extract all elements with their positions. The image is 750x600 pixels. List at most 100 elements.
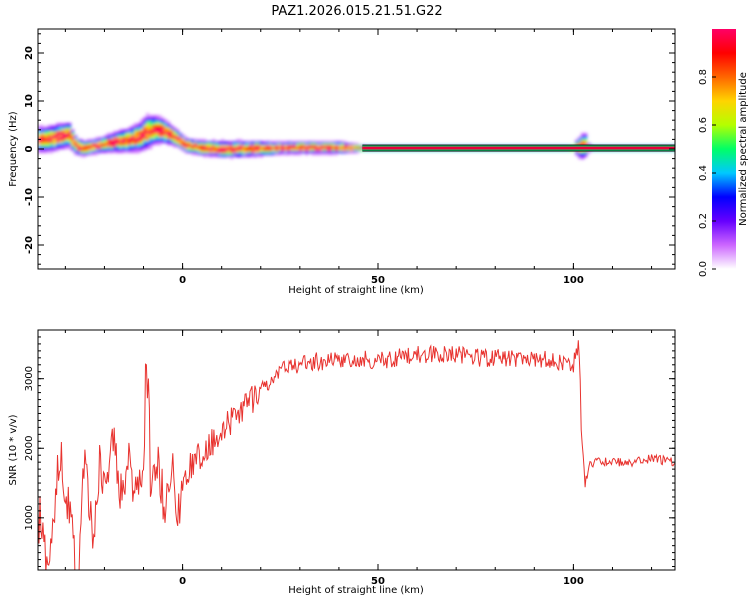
heatmap-cell (59, 129, 63, 132)
heatmap-cell (140, 121, 144, 124)
heatmap-cell (44, 145, 48, 148)
heatmap-cell (299, 149, 303, 152)
heatmap-cell (587, 151, 591, 154)
heatmap-cell (101, 145, 105, 148)
heatmap-cell (260, 155, 264, 158)
heatmap-cell (77, 141, 81, 144)
heatmap-cell (152, 133, 156, 136)
heatmap-cell (332, 141, 336, 144)
heatmap-cell (164, 133, 168, 136)
heatmap-cell (53, 149, 57, 152)
heatmap-cell (122, 145, 126, 148)
heatmap-cell (65, 141, 69, 144)
heatmap-cell (284, 143, 288, 146)
heatmap-cell (191, 139, 195, 142)
heatmap-cell (212, 139, 216, 142)
heatmap-cell (71, 145, 75, 148)
x-tick-label: 100 (563, 275, 584, 286)
heatmap-cell (149, 123, 153, 126)
heatmap-cell (41, 145, 45, 148)
heatmap-cell (113, 137, 117, 140)
heatmap-cell (314, 147, 318, 150)
heatmap-cell (107, 143, 111, 146)
heatmap-cell (332, 149, 336, 152)
heatmap-cell (221, 141, 225, 144)
heatmap-cell (230, 157, 234, 160)
heatmap-cell (44, 131, 48, 134)
heatmap-cell (254, 149, 258, 152)
heatmap-cell (140, 127, 144, 130)
heatmap-cell (62, 123, 66, 126)
heatmap-cell (149, 139, 153, 142)
heatmap-cell (182, 145, 186, 148)
heatmap-cell (209, 153, 213, 156)
heatmap-cell (275, 153, 279, 156)
heatmap-cell (161, 125, 165, 128)
heatmap-cell (155, 139, 159, 142)
heatmap-cell (194, 141, 198, 144)
colorbar-gradient (712, 29, 736, 269)
heatmap-cell (65, 137, 69, 140)
heatmap-cell (53, 145, 57, 148)
heatmap-cell (575, 143, 579, 146)
heatmap-cell (245, 145, 249, 148)
heatmap-cell (65, 125, 69, 128)
heatmap-cell (41, 149, 45, 152)
heatmap-cell (44, 127, 48, 130)
heatmap-cell (128, 137, 132, 140)
heatmap-cell (212, 155, 216, 158)
heatmap-cell (278, 153, 282, 156)
heatmap-cell (131, 127, 135, 130)
heatmap-cell (578, 153, 582, 156)
heatmap-cell (56, 135, 60, 138)
heatmap-cell (44, 139, 48, 142)
heatmap-cell (149, 141, 153, 144)
heatmap-cell (155, 121, 159, 124)
heatmap-cell (119, 129, 123, 132)
heatmap-cell (245, 151, 249, 154)
heatmap-cell (89, 147, 93, 150)
heatmap-cell (269, 151, 273, 154)
heatmap-cell (89, 153, 93, 156)
heatmap-cell (317, 149, 321, 152)
heatmap-cell (80, 151, 84, 154)
colorbar-label: Normalized spectral amplitude (738, 72, 749, 226)
heatmap-cell (164, 125, 168, 128)
heatmap-cell (212, 151, 216, 154)
snr-x-axis-label: Height of straight line (km) (288, 585, 424, 596)
heatmap-cell (320, 141, 324, 144)
heatmap-cell (200, 153, 204, 156)
heatmap-cell (287, 147, 291, 150)
heatmap-cell (206, 145, 210, 148)
heatmap-cell (326, 145, 330, 148)
heatmap-cell (320, 149, 324, 152)
heatmap-cell (221, 147, 225, 150)
heatmap-cell (263, 141, 267, 144)
heatmap-cell (173, 129, 177, 132)
y-tick-label: 3000 (24, 366, 35, 391)
heatmap-cell (173, 131, 177, 134)
heatmap-cell (227, 151, 231, 154)
heatmap-cell (167, 123, 171, 126)
heatmap-cell (131, 151, 135, 154)
heatmap-cell (89, 145, 93, 148)
heatmap-cell (161, 117, 165, 120)
heatmap-cell (44, 141, 48, 144)
heatmap-cell (338, 149, 342, 152)
heatmap-cell (251, 149, 255, 152)
heatmap-cell (44, 135, 48, 138)
heatmap-cell (47, 137, 51, 140)
heatmap-cell (227, 153, 231, 156)
heatmap-cell (269, 141, 273, 144)
heatmap-cell (74, 135, 78, 138)
heatmap-cell (575, 153, 579, 156)
heatmap-cell (62, 135, 66, 138)
heatmap-cell (140, 125, 144, 128)
colorbar: 0.0 0.2 0.4 0.6 0.8 Normalized spectral ampl… (698, 29, 749, 277)
heatmap-cell (164, 141, 168, 144)
heatmap-cell (116, 131, 120, 134)
heatmap-cell (152, 121, 156, 124)
heatmap-cell (230, 149, 234, 152)
heatmap-cell (62, 141, 66, 144)
heatmap-cell (74, 139, 78, 142)
